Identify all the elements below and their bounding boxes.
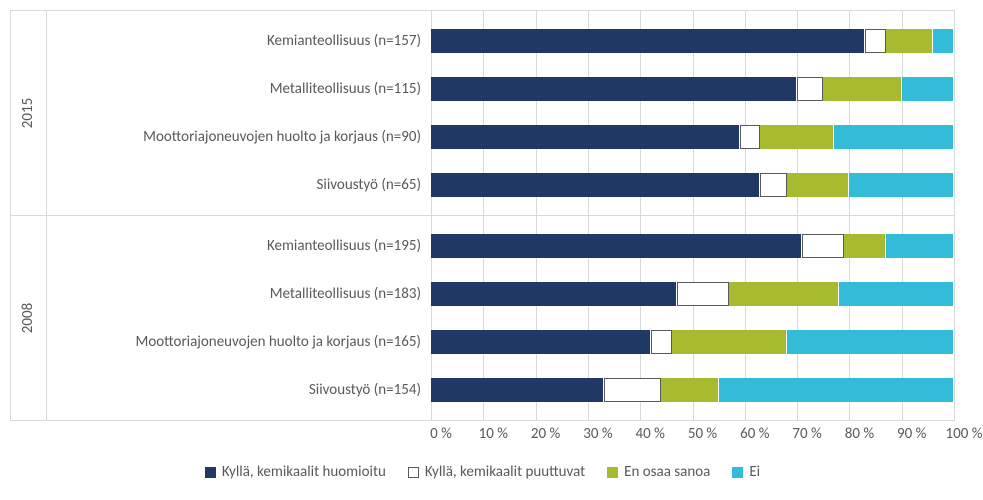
chart-groups: 2015 Kemianteollisuus (n=157) Metalliteoll… bbox=[10, 10, 955, 421]
category-label: Moottoriajoneuvojen huolto ja korjaus (n… bbox=[47, 128, 431, 146]
bar-segment-ei bbox=[787, 330, 954, 354]
bars-column: Kemianteollisuus (n=157) Metalliteollisuu… bbox=[47, 11, 954, 215]
bar-segment-kylla_huomioitu bbox=[431, 378, 604, 402]
category-label: Siivoustyö (n=65) bbox=[47, 176, 431, 194]
bar-segment-kylla_huomioitu bbox=[431, 330, 651, 354]
year-group: 2008 Kemianteollisuus (n=195) Metalliteoll… bbox=[10, 216, 955, 421]
bar-segment-kylla_puuttuvat bbox=[651, 330, 672, 354]
bar-track bbox=[431, 113, 954, 161]
stacked-bar bbox=[431, 330, 954, 354]
bar-segment-kylla_puuttuvat bbox=[797, 77, 823, 101]
bar-segment-en_osaa_sanoa bbox=[661, 378, 719, 402]
x-tick-label: 10 % bbox=[479, 425, 508, 443]
bar-row: Metalliteollisuus (n=183) bbox=[47, 270, 954, 318]
legend-label: Ei bbox=[749, 463, 760, 481]
legend-swatch bbox=[732, 467, 743, 478]
legend-swatch bbox=[205, 467, 216, 478]
bar-segment-en_osaa_sanoa bbox=[672, 330, 787, 354]
bar-track bbox=[431, 366, 954, 414]
bar-row: Siivoustyö (n=65) bbox=[47, 161, 954, 209]
x-tick-label: 0 % bbox=[430, 425, 452, 443]
bar-row: Kemianteollisuus (n=157) bbox=[47, 17, 954, 65]
legend-swatch bbox=[408, 467, 419, 478]
x-tick-label: 30 % bbox=[583, 425, 612, 443]
bars-column: Kemianteollisuus (n=195) Metalliteollisuu… bbox=[47, 216, 954, 420]
stacked-bar bbox=[431, 77, 954, 101]
legend-item: Kyllä, kemikaalit puuttuvat bbox=[408, 463, 585, 481]
bar-segment-ei bbox=[886, 234, 954, 258]
bar-row: Moottoriajoneuvojen huolto ja korjaus (n… bbox=[47, 113, 954, 161]
bar-segment-ei bbox=[839, 282, 954, 306]
bar-segment-ei bbox=[849, 173, 954, 197]
legend-label: Kyllä, kemikaalit puuttuvat bbox=[425, 463, 585, 481]
bar-segment-kylla_huomioitu bbox=[431, 282, 677, 306]
category-label: Kemianteollisuus (n=157) bbox=[47, 32, 431, 50]
bar-track bbox=[431, 318, 954, 366]
bar-row: Moottoriajoneuvojen huolto ja korjaus (n… bbox=[47, 318, 954, 366]
category-label: Kemianteollisuus (n=195) bbox=[47, 237, 431, 255]
legend-item: Ei bbox=[732, 463, 760, 481]
bar-segment-kylla_puuttuvat bbox=[760, 173, 786, 197]
bar-segment-ei bbox=[902, 77, 954, 101]
category-label: Siivoustyö (n=154) bbox=[47, 381, 431, 399]
x-tick-label: 60 % bbox=[740, 425, 769, 443]
bar-track bbox=[431, 17, 954, 65]
stacked-bar bbox=[431, 282, 954, 306]
bar-segment-kylla_puuttuvat bbox=[677, 282, 729, 306]
legend-label: En osaa sanoa bbox=[624, 463, 710, 481]
bar-track bbox=[431, 65, 954, 113]
bar-track bbox=[431, 161, 954, 209]
bar-segment-en_osaa_sanoa bbox=[729, 282, 839, 306]
category-label: Moottoriajoneuvojen huolto ja korjaus (n… bbox=[47, 333, 431, 351]
bar-segment-en_osaa_sanoa bbox=[787, 173, 850, 197]
bar-row: Metalliteollisuus (n=115) bbox=[47, 65, 954, 113]
bar-row: Siivoustyö (n=154) bbox=[47, 366, 954, 414]
year-label-text: 2015 bbox=[19, 98, 37, 128]
legend-item: En osaa sanoa bbox=[607, 463, 710, 481]
bar-segment-en_osaa_sanoa bbox=[886, 29, 933, 53]
year-label-text: 2008 bbox=[19, 303, 37, 333]
bar-segment-kylla_huomioitu bbox=[431, 234, 802, 258]
bar-segment-ei bbox=[834, 125, 954, 149]
legend: Kyllä, kemikaalit huomioitu Kyllä, kemika… bbox=[10, 463, 955, 481]
bar-segment-en_osaa_sanoa bbox=[844, 234, 886, 258]
bar-segment-kylla_puuttuvat bbox=[865, 29, 886, 53]
bar-segment-kylla_puuttuvat bbox=[802, 234, 844, 258]
year-label: 2008 bbox=[11, 216, 47, 420]
stacked-bar bbox=[431, 234, 954, 258]
x-axis: 0 %10 %20 %30 %40 %50 %60 %70 %80 %90 %1… bbox=[10, 421, 955, 447]
bar-segment-kylla_huomioitu bbox=[431, 77, 797, 101]
bar-segment-kylla_puuttuvat bbox=[604, 378, 662, 402]
legend-item: Kyllä, kemikaalit huomioitu bbox=[205, 463, 386, 481]
stacked-bar bbox=[431, 125, 954, 149]
x-tick-label: 90 % bbox=[897, 425, 926, 443]
stacked-bar bbox=[431, 378, 954, 402]
category-label: Metalliteollisuus (n=115) bbox=[47, 80, 431, 98]
x-tick-label: 50 % bbox=[688, 425, 717, 443]
bar-segment-en_osaa_sanoa bbox=[760, 125, 833, 149]
stacked-bar bbox=[431, 29, 954, 53]
bar-track bbox=[431, 222, 954, 270]
bar-segment-ei bbox=[719, 378, 954, 402]
x-tick-label: 40 % bbox=[636, 425, 665, 443]
bar-segment-kylla_puuttuvat bbox=[740, 125, 761, 149]
legend-label: Kyllä, kemikaalit huomioitu bbox=[222, 463, 386, 481]
bar-segment-ei bbox=[933, 29, 954, 53]
year-group: 2015 Kemianteollisuus (n=157) Metalliteoll… bbox=[10, 10, 955, 216]
stacked-bar bbox=[431, 173, 954, 197]
x-tick-label: 20 % bbox=[531, 425, 560, 443]
x-tick-label: 80 % bbox=[845, 425, 874, 443]
bar-track bbox=[431, 270, 954, 318]
x-tick-label: 70 % bbox=[792, 425, 821, 443]
chart-container: 2015 Kemianteollisuus (n=157) Metalliteoll… bbox=[0, 0, 983, 500]
bar-segment-en_osaa_sanoa bbox=[823, 77, 901, 101]
bar-segment-kylla_huomioitu bbox=[431, 125, 740, 149]
bar-row: Kemianteollisuus (n=195) bbox=[47, 222, 954, 270]
year-label: 2015 bbox=[11, 11, 47, 215]
bar-segment-kylla_huomioitu bbox=[431, 173, 760, 197]
x-tick-label: 100 % bbox=[946, 425, 983, 443]
bar-segment-kylla_huomioitu bbox=[431, 29, 865, 53]
legend-swatch bbox=[607, 467, 618, 478]
category-label: Metalliteollisuus (n=183) bbox=[47, 285, 431, 303]
